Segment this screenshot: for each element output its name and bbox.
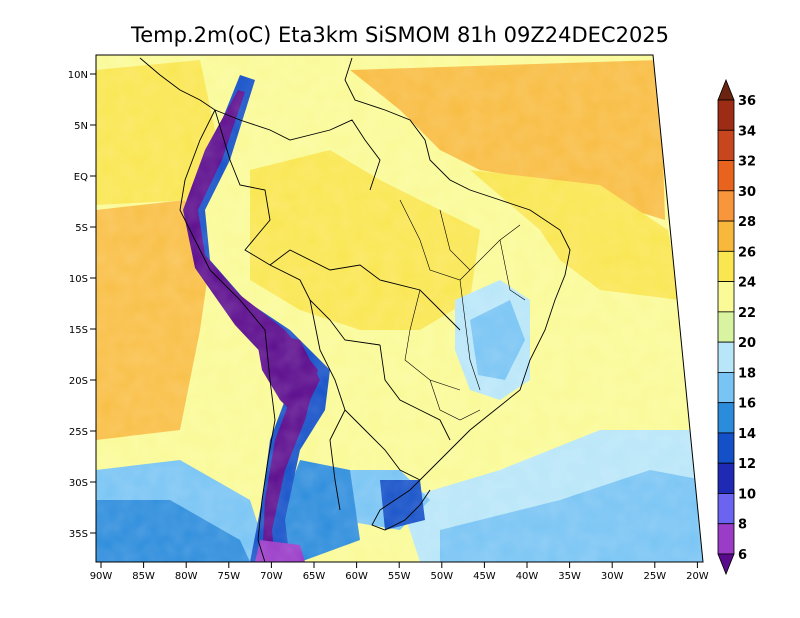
colorbar-label: 20 <box>738 336 756 351</box>
colorbar-bin <box>717 432 735 464</box>
colorbar-max-arrow <box>717 78 735 101</box>
map-title: Temp.2m(oC) Eta3km SiSMOM 81h 09Z24DEC20… <box>130 23 669 47</box>
colorbar-label: 6 <box>738 548 747 563</box>
lon-tick-label: 60W <box>345 571 368 582</box>
colorbar-min-arrow <box>717 553 735 576</box>
colorbar-bin <box>717 371 735 404</box>
latitude-axis: 10N 5N EQ 5S 10S 15S 20S 25S 30S 35S <box>68 70 96 540</box>
lon-tick-label: 35W <box>558 571 581 582</box>
state-borders <box>399 199 526 421</box>
lon-tick-label: 30W <box>601 571 624 582</box>
colorbar-label: 34 <box>738 124 756 139</box>
colorbar-bin <box>717 462 735 494</box>
lat-tick-label: 20S <box>69 376 88 387</box>
colorbar-label: 12 <box>738 457 756 472</box>
lon-tick-label: 25W <box>643 571 666 582</box>
colorbar-bin <box>717 99 735 131</box>
colorbar-label: 8 <box>738 518 747 533</box>
colorbar-bin <box>717 402 735 434</box>
colorbar-label: 26 <box>738 245 756 260</box>
lat-tick-label: 5N <box>74 121 88 132</box>
colorbar-bin <box>717 523 735 555</box>
lon-tick-label: 90W <box>90 571 113 582</box>
lon-tick-label: 40W <box>516 571 539 582</box>
lat-tick-label: EQ <box>74 172 88 183</box>
lon-tick-label: 70W <box>260 571 283 582</box>
lon-tick-label: 55W <box>388 571 411 582</box>
field-texture <box>96 55 703 562</box>
temperature-field <box>96 55 703 562</box>
coastline <box>139 57 571 562</box>
colorbar-label: 16 <box>738 397 756 412</box>
colorbar-bin <box>717 311 735 343</box>
colorbar-bin <box>717 220 735 252</box>
colorbar-label: 18 <box>738 366 756 381</box>
colorbar-bin <box>717 160 735 192</box>
colorbar-label: 22 <box>738 306 756 321</box>
lon-tick-label: 50W <box>430 571 453 582</box>
lon-tick-label: 85W <box>132 571 155 582</box>
lon-tick-label: 80W <box>175 571 198 582</box>
lon-tick-label: 45W <box>473 571 496 582</box>
colorbar-label: 24 <box>738 276 756 291</box>
colorbar-bin <box>717 190 735 222</box>
lat-tick-label: 5S <box>75 223 88 234</box>
colorbar-label: 30 <box>738 185 756 200</box>
colorbar-label: 14 <box>738 427 756 442</box>
lat-tick-label: 30S <box>69 478 88 489</box>
lat-tick-label: 10S <box>69 274 88 285</box>
colorbar-bin <box>717 129 735 161</box>
colorbar-label: 32 <box>738 155 756 170</box>
colorbar-bin <box>717 341 735 373</box>
colorbar-bin <box>717 493 735 525</box>
lat-tick-label: 35S <box>69 529 88 540</box>
country-borders <box>214 109 461 511</box>
lon-tick-label: 75W <box>217 571 240 582</box>
colorbar-label: 28 <box>738 215 756 230</box>
colorbar-label: 10 <box>738 487 756 502</box>
lon-tick-label: 20W <box>686 571 709 582</box>
lon-tick-label: 65W <box>303 571 326 582</box>
boundaries <box>139 57 571 562</box>
colorbar-bin <box>717 250 735 282</box>
colorbar: 6 8 10 12 14 16 18 20 22 24 26 28 30 32 34 36 <box>717 78 756 576</box>
lat-tick-label: 10N <box>68 70 88 81</box>
colorbar-label: 36 <box>738 94 756 109</box>
map-frame <box>95 54 704 563</box>
lat-tick-label: 25S <box>69 427 88 438</box>
longitude-axis: 90W 85W 80W 75W 70W 65W 60W 55W 50W 45W 40W 35W 30W 2… <box>90 562 709 582</box>
colorbar-bin <box>717 281 735 313</box>
lat-tick-label: 15S <box>69 325 88 336</box>
